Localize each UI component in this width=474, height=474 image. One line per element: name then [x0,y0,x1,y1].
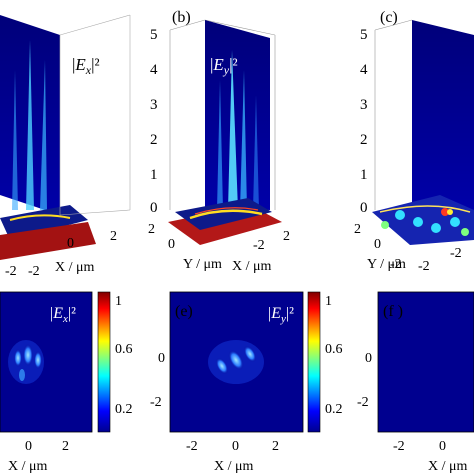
panel-c-wall [412,20,474,210]
svg-text:|Ex|²: |Ex|² [50,305,76,325]
svg-text:|Ex|²: |Ex|² [72,55,100,77]
y-axis-label: Y / μm [183,257,222,272]
panel-f-y-ticks: 0 -2 [357,351,372,410]
y-tick: 0 [158,351,165,366]
z-tick: 5 [150,27,158,43]
x-tick: -2 [253,238,265,253]
z-tick: 3 [150,97,158,113]
z-tick: 1 [360,167,368,183]
panel-a-axis-ticks: -2 -2 0 2 X / μm [5,229,117,279]
x-axis-label: X / μm [55,260,95,275]
panel-c-3d [372,19,474,245]
y-tick: 2 [354,222,361,237]
x-axis-label: X / μm [428,459,468,474]
panel-b-label: (b) [172,9,191,26]
colorbar-tick: 0.2 [325,402,343,417]
x-tick: 2 [62,439,69,454]
panel-c-label: (c) [380,9,398,26]
panel-d-colorbar: 1 0.6 0.2 [97,291,133,433]
x-tick: -2 [393,439,405,454]
panel-f-axis-ticks: -2 0 X / μm [393,439,468,474]
panel-e-field-label: |Ey|² [268,305,294,325]
z-tick: 0 [360,200,368,216]
y-tick: 0 [365,351,372,366]
z-tick: 2 [360,132,368,148]
panel-e-y-ticks: 0 -2 [150,351,165,410]
colorbar-tick: 0.2 [115,402,133,417]
colorbar-tick: 1 [115,294,122,309]
x-tick: 2 [110,229,117,244]
colorbar-tick: 0.6 [325,342,343,357]
z-tick: 3 [360,97,368,113]
x-tick: -2 [28,264,40,279]
x-tick: -2 [186,439,198,454]
y-tick: 0 [168,237,175,252]
y-tick: -2 [150,395,162,410]
x-axis-label: X / μm [8,459,48,474]
y-axis-label: Y / μm [367,257,406,272]
x-tick: 0 [67,236,74,251]
y-tick: 0 [374,237,381,252]
panel-f-label: (f ) [383,303,403,320]
z-tick: 5 [360,27,368,43]
x-tick: 2 [272,439,279,454]
z-tick: 0 [150,200,158,216]
x-tick: -2 [5,264,17,279]
colorbar-tick: 0.6 [115,342,133,357]
x-tick: 2 [283,229,290,244]
panel-b-wall [205,20,270,210]
panel-a-floor-red [0,222,96,260]
panel-c-floor-pattern [379,205,471,236]
panel-c-axis-ticks: 2 0 -2 Y / μm -2 -2 [354,222,462,274]
panel-d-heatmap [0,291,93,433]
panel-e-colorbar: 1 0.6 0.2 [307,291,343,433]
panel-b-beams [217,50,259,210]
x-tick: 0 [232,439,239,454]
panel-f-heatmap [377,291,474,433]
x-tick: -2 [418,259,430,274]
panel-e-axis-ticks: -2 0 2 X / μm [186,439,279,474]
panel-e-label: (e) [175,303,193,320]
x-tick: -2 [450,246,462,261]
panel-b-field-label: |Ey|² [210,55,238,77]
colorbar-tick: 1 [325,294,332,309]
x-tick: 0 [439,439,446,454]
panel-d-field-label: |Ex|² [50,305,76,325]
panel-b-z-ticks: 5 4 3 2 1 0 [150,27,158,216]
y-tick: 2 [148,222,155,237]
x-axis-label: X / μm [232,259,272,274]
z-tick: 4 [360,62,368,78]
panel-a-beams [12,40,47,210]
panel-a-field-label: |Ex|² [72,55,100,77]
panel-a-floor [0,205,88,240]
y-tick: -2 [357,395,369,410]
z-tick: 1 [150,167,158,183]
panel-c-z-ticks: 5 4 3 2 1 0 [360,27,368,216]
panel-a-3d [0,14,131,260]
svg-text:|Ey|²: |Ey|² [268,305,294,325]
x-tick: 0 [25,439,32,454]
y-tick: -2 [390,257,402,272]
panel-d-axis-ticks: 0 2 X / μm [8,439,69,474]
svg-text:|Ey|²: |Ey|² [210,55,238,77]
panel-e-heatmap [169,291,304,433]
z-tick: 2 [150,132,158,148]
x-axis-label: X / μm [214,459,254,474]
panel-b-3d [168,19,282,245]
z-tick: 4 [150,62,158,78]
panel-b-floor [175,198,272,230]
panel-b-axis-ticks: 2 0 Y / μm -2 X / μm 2 [148,222,290,274]
